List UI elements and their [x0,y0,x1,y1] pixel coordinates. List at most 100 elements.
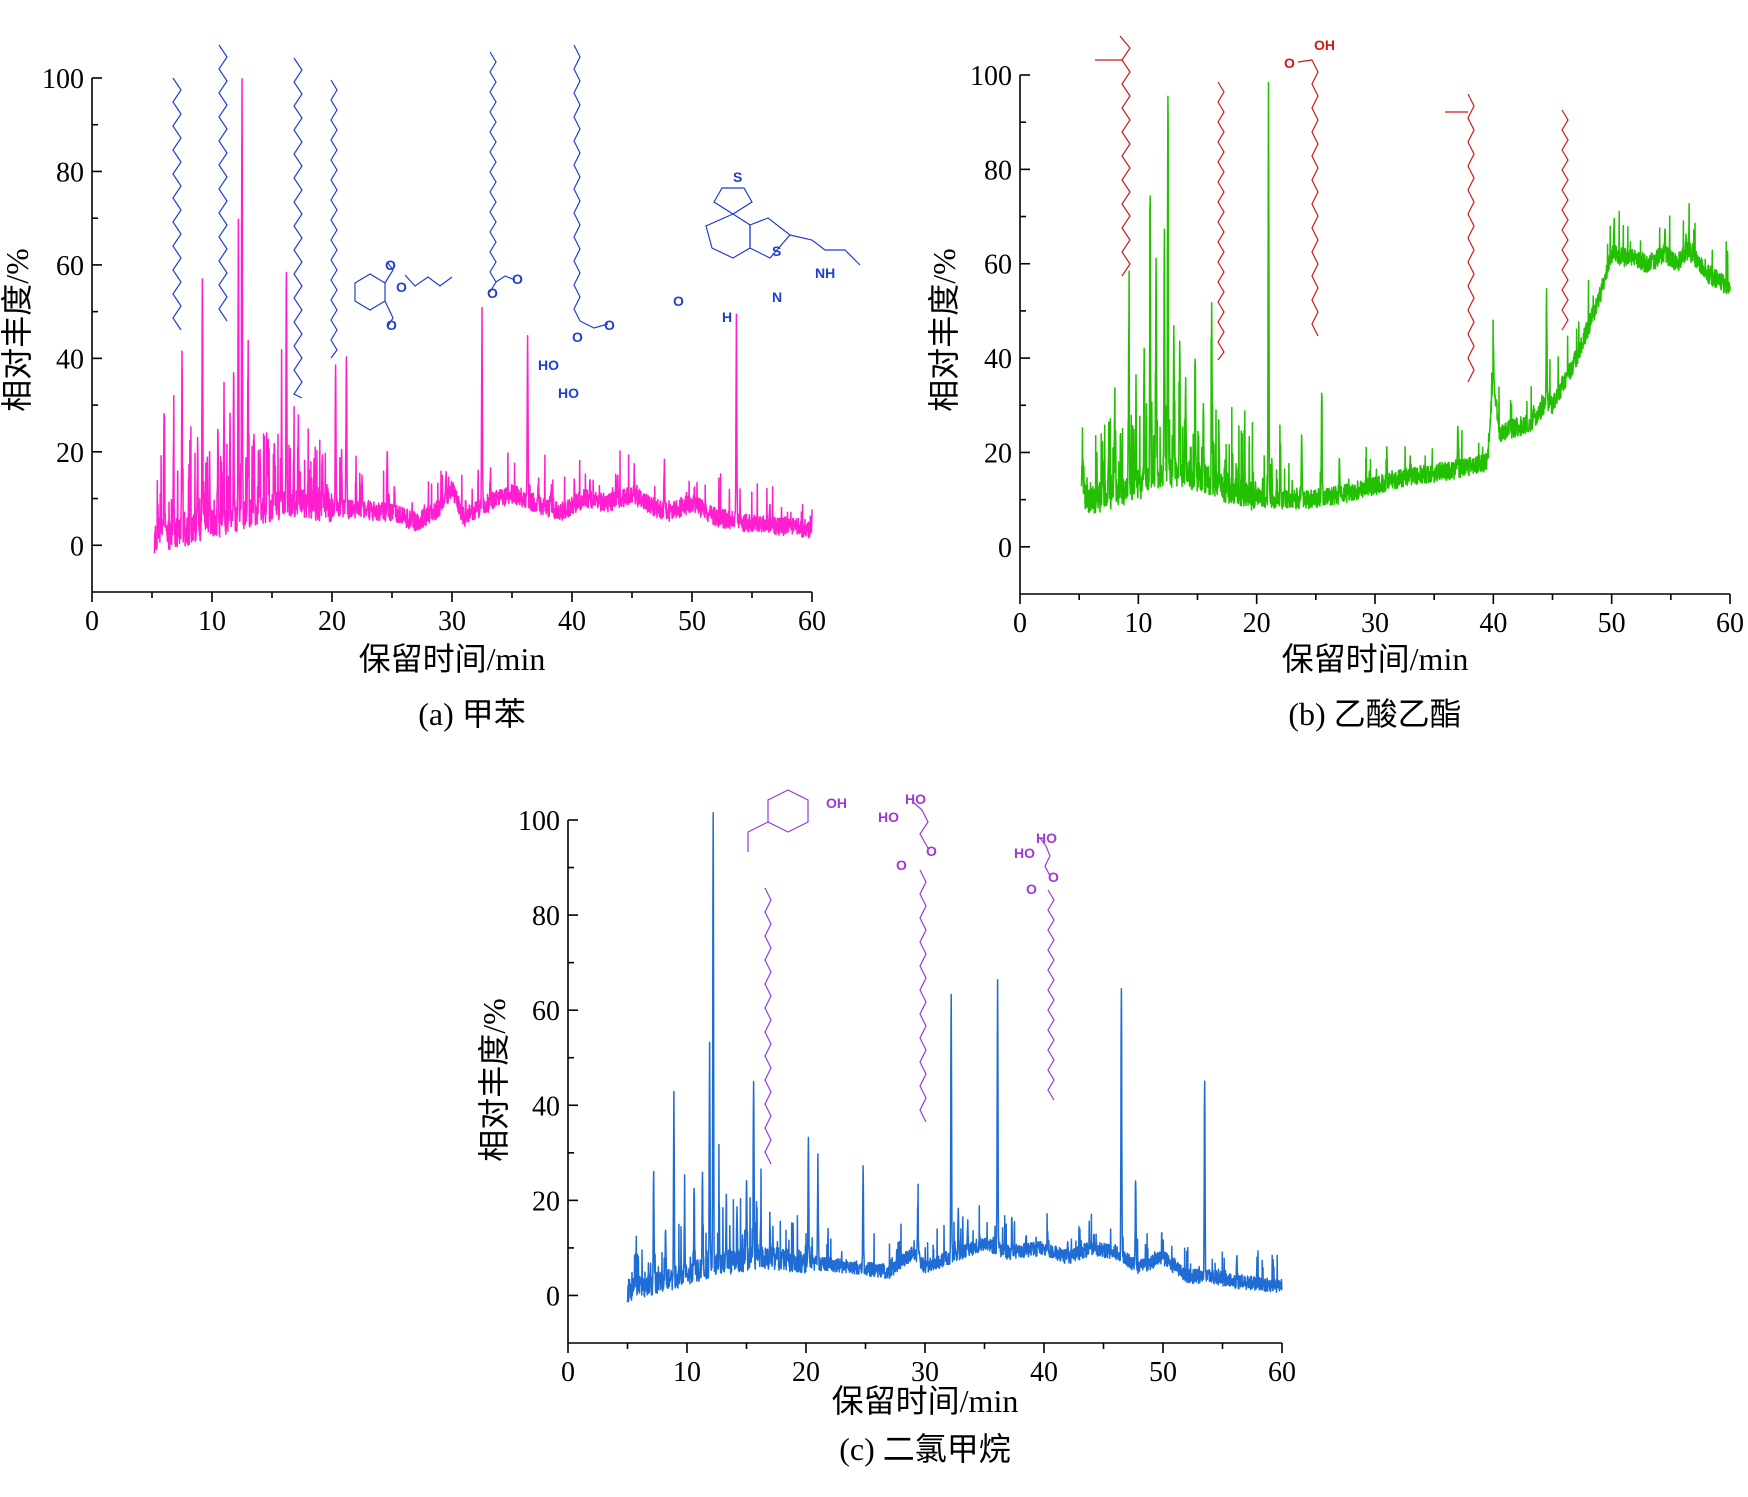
x-tick-label: 50 [678,606,706,637]
phenol-ring-structure [767,789,809,833]
structure-labels-ethyl-acetate: O OH [1284,37,1335,71]
x-tick-label: 60 [1716,608,1744,639]
x-tick-label: 0 [85,606,99,637]
chem-label: HO [1014,845,1035,861]
chart-panel-toluene: HO HO S S NH N H O O O O O O O O 0 10 20 30… [0,44,861,732]
chromatogram-trace [1080,81,1731,514]
amine-side-chain [789,234,861,266]
thiophene-ring-structure [713,187,753,215]
chart-panel-dichloromethane: OH HO HO O O HO HO O O 0 10 20 30 40 50 60 0 20 4… [476,789,1296,1467]
y-tick-label: 40 [984,344,1012,375]
chart-panel-ethyl-acetate: O OH 0 10 20 30 40 50 60 0 20 40 60 80 100 保留时间/min 相对… [926,35,1744,732]
alkane-chain-structure [218,44,228,322]
phthalate-ester-arms [384,262,394,284]
chem-label: O [604,317,615,333]
y-tick-label: 60 [56,251,84,282]
alkane-chain-structure [293,57,303,399]
y-tick-label: 60 [984,250,1012,281]
chem-label: OH [826,795,847,811]
y-tick-label: 20 [56,438,84,469]
x-axis-title: 保留时间/min [1282,641,1469,677]
x-axis-title: 保留时间/min [832,1383,1019,1419]
x-tick-label: 20 [792,1357,820,1388]
unsaturated-ester-head [495,275,516,283]
fatty-acid-structure [1311,59,1319,337]
chem-label: O [1026,881,1037,897]
monoglyceride-chain [573,44,581,322]
x-axis-title: 保留时间/min [359,641,546,677]
chem-label: O [386,317,397,333]
y-tick-label: 80 [56,157,84,188]
monoglyceride-chain-1 [919,869,927,1123]
y-tick-label: 80 [984,155,1012,186]
chem-label: O [896,857,907,873]
x-tick-label: 20 [1243,608,1271,639]
x-tick-label: 0 [1013,608,1027,639]
chem-label: HO [538,357,559,373]
monoglyceride-head-2 [1039,837,1051,877]
y-tick-label: 20 [532,1186,560,1217]
x-tick-label: 10 [673,1357,701,1388]
x-tick-label: 40 [1479,608,1507,639]
structures-dichloromethane [747,789,1055,1165]
alkane-chain-structure [1561,109,1569,331]
chem-label: H [722,309,732,325]
x-tick-label: 30 [1361,608,1389,639]
chem-label: S [733,169,742,185]
panel-caption: (b) 乙酸乙酯 [1288,696,1461,732]
chem-label: O [673,293,684,309]
carboxyl-group [1297,59,1313,63]
chem-label: O [487,285,498,301]
panel-caption: (c) 二氯甲烷 [839,1431,1011,1467]
x-tick-label: 20 [318,606,346,637]
chem-label: S [772,243,781,259]
y-tick-label: 40 [56,344,84,375]
alkane-chain-structure [172,77,182,331]
chem-label: O [385,257,396,273]
x-tick-label: 50 [1598,608,1626,639]
y-axis-title: 相对丰度/% [0,248,35,412]
x-tick-label: 10 [1124,608,1152,639]
structures-ethyl-acetate [1095,35,1569,383]
x-tick-label: 40 [558,606,586,637]
chem-label: O [572,329,583,345]
benzene-ring-structure [354,273,386,311]
chem-label: N [772,289,782,305]
unsaturated-ester-chain [489,51,497,293]
chem-label: O [396,279,407,295]
chem-label: HO [905,791,926,807]
chem-label: O [1048,869,1059,885]
x-tick-label: 40 [1030,1357,1058,1388]
x-tick-label: 30 [438,606,466,637]
structure-labels-toluene: HO HO S S NH N H O O O O O O O O [385,169,835,401]
y-axis-title: 相对丰度/% [926,248,962,412]
chromatogram-trace [153,77,813,554]
y-tick-label: 20 [984,438,1012,469]
y-tick-label: 40 [532,1091,560,1122]
chem-label: O [926,843,937,859]
alkane-chain-structure [1217,81,1225,361]
chem-label: NH [815,265,835,281]
chem-label: O [1284,55,1295,71]
y-tick-label: 0 [70,531,84,562]
thiazole-ring-structure [749,217,791,259]
x-tick-label: 30 [911,1357,939,1388]
branched-alkane-structure [1119,35,1131,277]
y-tick-label: 80 [532,901,560,932]
y-axis-title: 相对丰度/% [476,998,512,1162]
structures-toluene [172,44,861,399]
y-tick-label: 0 [998,533,1012,564]
phthalate-ester-chain [404,274,453,287]
alkane-chain-structure [764,887,772,1165]
structure-labels-dichloromethane: OH HO HO O O HO HO O O [826,791,1059,897]
chem-label: O [512,271,523,287]
chem-label: HO [1036,830,1057,846]
chromatogram-trace [626,812,1283,1303]
branched-alkane-structure-2 [1467,93,1475,383]
panel-caption: (a) 甲苯 [418,696,526,732]
chem-label: HO [558,385,579,401]
x-tick-label: 0 [561,1357,575,1388]
y-tick-label: 100 [42,64,84,95]
y-tick-label: 60 [532,996,560,1027]
